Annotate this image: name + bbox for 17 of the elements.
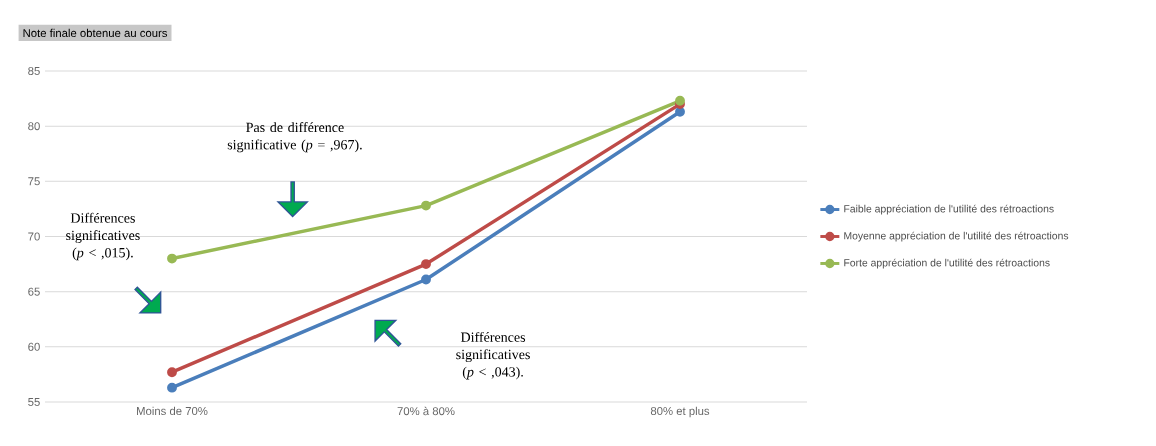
y-tick-label: 60 [28,342,40,351]
y-tick-label: 55 [28,398,40,406]
y-tick-label: 80 [28,122,40,131]
x-tick-label: Moins de 70% [137,406,208,416]
annotation: Différences significatives (p < ,043). [456,331,530,380]
x-tick-label: 80% et plus [650,406,710,418]
y-tick-label: 65 [28,287,40,296]
y-tick-label: 70 [28,232,40,241]
x-tick-label: 70% à 80% [397,406,455,416]
annotation: Pas de différence significative (p = ,967). [227,122,362,153]
legend-label: Faible appréciation de l'utilité des rétroactions [844,204,1054,215]
y-axis-title: Note finale obtenue au cours [23,28,168,38]
y-tick-label: 75 [28,177,40,186]
legend-label: Moyenne appréciation de l'utilité des rétroactions [844,231,1069,242]
legend-label: Forte appréciation de l'utilité des rétroactions [844,258,1050,269]
annotation: Différences significatives (p < ,015). [66,212,140,261]
y-tick-label: 85 [28,66,40,75]
